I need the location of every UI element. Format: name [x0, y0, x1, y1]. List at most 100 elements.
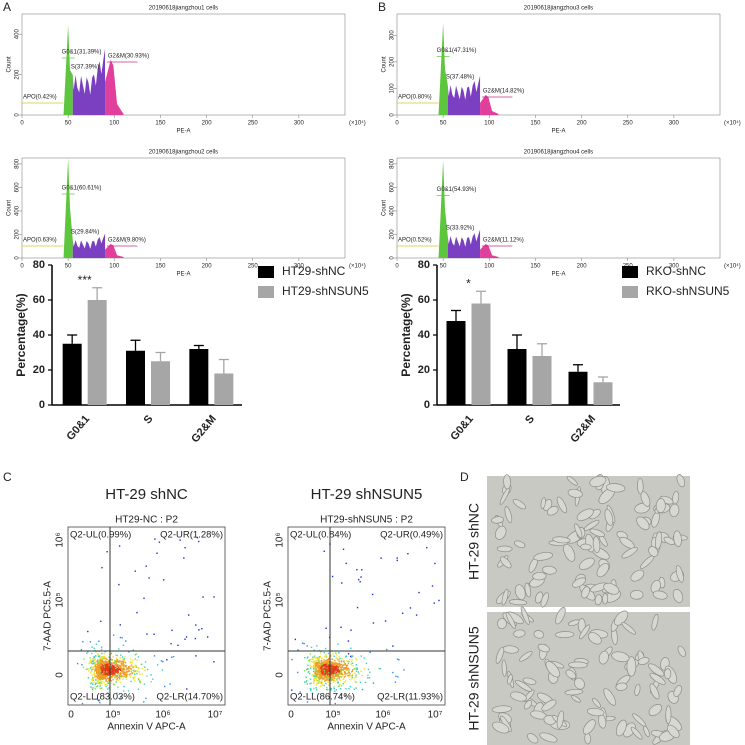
event [347, 662, 350, 665]
event [107, 670, 110, 673]
event [315, 669, 317, 671]
panel-letter: B [378, 0, 386, 14]
x-tick-label: 50 [65, 264, 72, 270]
event [351, 670, 354, 672]
event [105, 657, 107, 660]
event [326, 667, 328, 670]
event [122, 662, 124, 664]
x-tick-label: G2&M [568, 413, 598, 445]
event [360, 655, 362, 657]
event [102, 673, 105, 676]
event [107, 660, 110, 663]
cell [540, 592, 549, 608]
event [378, 667, 380, 670]
event [146, 633, 148, 635]
y-label: Count [7, 200, 13, 216]
event [327, 681, 329, 683]
y-tick-label: 200 [15, 229, 21, 240]
event [95, 698, 98, 700]
x-tick-label: G0&1 [65, 413, 93, 443]
x-tick-label: 200 [577, 121, 588, 127]
event [345, 664, 347, 667]
x-label: PE-A [551, 272, 565, 278]
event [93, 647, 95, 649]
event [303, 642, 305, 645]
event [305, 676, 307, 678]
event [103, 677, 106, 679]
event [104, 683, 106, 686]
quadrant-label: Q2-LR(11.93%) [377, 692, 443, 703]
event [320, 660, 323, 663]
event [99, 682, 101, 684]
event [325, 668, 328, 671]
event [318, 675, 321, 678]
event [338, 665, 340, 668]
event [339, 667, 342, 669]
event [319, 662, 322, 665]
event [114, 661, 116, 664]
event [95, 668, 97, 670]
event [323, 550, 325, 552]
event [319, 672, 321, 674]
event [321, 669, 323, 672]
event [335, 669, 338, 671]
event [333, 688, 336, 690]
event [347, 672, 349, 674]
event [309, 660, 311, 663]
event [323, 661, 325, 663]
cell [524, 582, 532, 598]
event [345, 562, 347, 565]
event [134, 570, 137, 572]
event [332, 676, 334, 679]
event [122, 690, 125, 692]
event [115, 657, 118, 660]
event [132, 666, 134, 669]
event [305, 668, 308, 671]
event [111, 675, 114, 677]
event [338, 655, 340, 658]
event [326, 664, 329, 666]
event [114, 669, 116, 672]
event [323, 652, 326, 654]
cell [649, 683, 660, 700]
event [108, 671, 110, 673]
event [100, 676, 103, 679]
event [323, 678, 325, 680]
event [345, 688, 347, 690]
event [326, 661, 328, 664]
cell [640, 491, 651, 507]
event [317, 666, 319, 669]
g01-peak [63, 25, 73, 115]
event [333, 666, 335, 668]
event [392, 645, 394, 647]
event [112, 670, 115, 673]
event [322, 662, 324, 665]
event [107, 688, 109, 690]
event [325, 682, 327, 685]
x-tick-label: 0 [395, 264, 399, 270]
x-tick-label: 50 [65, 121, 72, 127]
event [322, 675, 324, 677]
event [351, 659, 353, 661]
event [349, 655, 352, 658]
event [318, 678, 321, 680]
event [145, 697, 147, 700]
event [337, 643, 339, 645]
event [107, 671, 109, 674]
event [144, 666, 146, 668]
event [332, 673, 335, 676]
cell [552, 536, 571, 544]
event [335, 665, 337, 667]
cell [576, 508, 594, 521]
event [103, 667, 105, 670]
event [123, 671, 125, 673]
event [346, 660, 349, 662]
event [87, 651, 89, 653]
event [321, 681, 323, 683]
event [291, 658, 293, 661]
event [334, 674, 337, 676]
event [331, 675, 334, 677]
event [98, 675, 100, 678]
event [110, 671, 113, 673]
event [321, 674, 324, 676]
